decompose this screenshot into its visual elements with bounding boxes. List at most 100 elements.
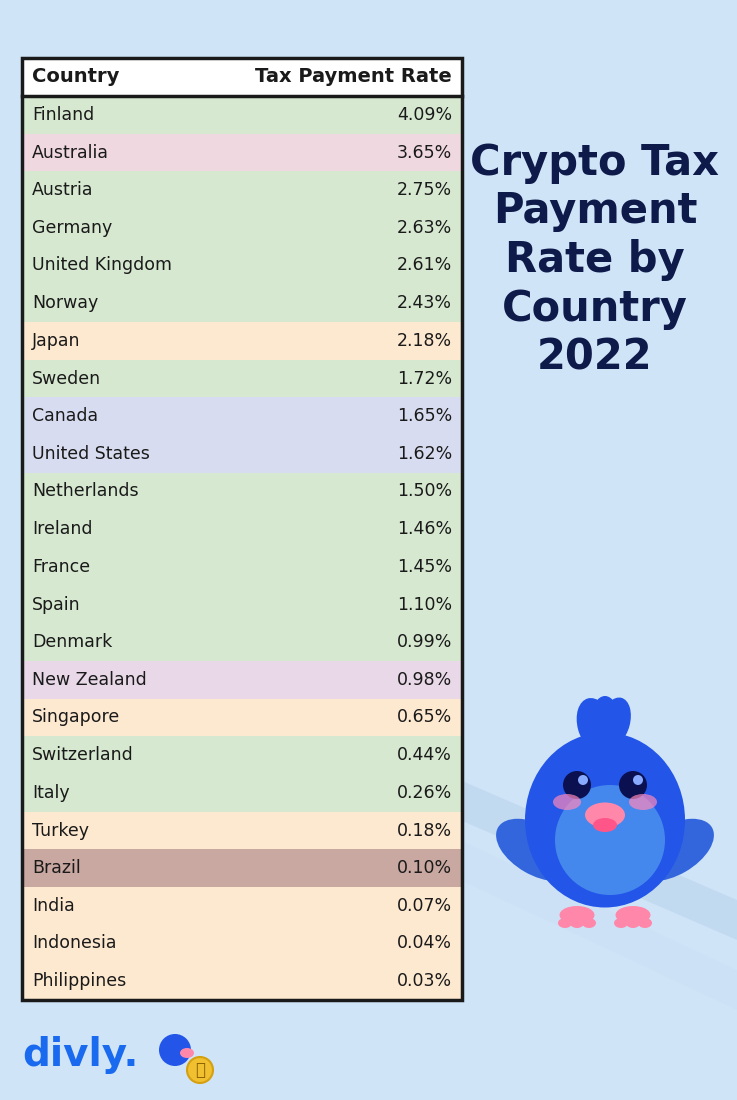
Text: Finland: Finland xyxy=(32,106,94,124)
Text: 1.10%: 1.10% xyxy=(397,595,452,614)
Bar xyxy=(22,58,462,1000)
Bar xyxy=(22,774,462,812)
Text: 1.46%: 1.46% xyxy=(397,520,452,538)
Text: 3.65%: 3.65% xyxy=(397,143,452,162)
Text: 0.44%: 0.44% xyxy=(397,746,452,764)
Bar xyxy=(22,812,462,849)
Text: divly.: divly. xyxy=(22,1036,139,1074)
Bar xyxy=(22,246,462,284)
Ellipse shape xyxy=(629,794,657,810)
Text: Singapore: Singapore xyxy=(32,708,120,726)
Circle shape xyxy=(633,776,643,785)
Text: Sweden: Sweden xyxy=(32,370,101,387)
Text: Australia: Australia xyxy=(32,143,109,162)
Text: 2.43%: 2.43% xyxy=(397,294,452,312)
Circle shape xyxy=(159,1034,191,1066)
Text: Austria: Austria xyxy=(32,182,94,199)
Text: Japan: Japan xyxy=(32,332,80,350)
Ellipse shape xyxy=(553,794,581,810)
Bar xyxy=(22,661,462,698)
Text: Germany: Germany xyxy=(32,219,112,236)
Text: Switzerland: Switzerland xyxy=(32,746,133,764)
Ellipse shape xyxy=(555,785,665,895)
Bar xyxy=(22,360,462,397)
Text: 0.03%: 0.03% xyxy=(397,972,452,990)
Bar xyxy=(22,698,462,736)
Text: United Kingdom: United Kingdom xyxy=(32,256,172,275)
Bar xyxy=(22,962,462,1000)
Text: Brazil: Brazil xyxy=(32,859,81,877)
Text: 1.62%: 1.62% xyxy=(397,444,452,463)
Bar xyxy=(22,510,462,548)
Text: Netherlands: Netherlands xyxy=(32,483,139,500)
Text: New Zealand: New Zealand xyxy=(32,671,147,689)
Text: 2.61%: 2.61% xyxy=(397,256,452,275)
Text: 1.45%: 1.45% xyxy=(397,558,452,575)
Bar xyxy=(22,585,462,624)
Text: Spain: Spain xyxy=(32,595,80,614)
Text: Norway: Norway xyxy=(32,294,98,312)
Text: Ireland: Ireland xyxy=(32,520,93,538)
Text: Italy: Italy xyxy=(32,784,69,802)
Circle shape xyxy=(187,1057,213,1084)
Text: 0.98%: 0.98% xyxy=(397,671,452,689)
Text: Tax Payment Rate: Tax Payment Rate xyxy=(255,67,452,87)
Bar xyxy=(22,209,462,246)
Bar xyxy=(22,624,462,661)
Ellipse shape xyxy=(525,733,685,908)
Text: Indonesia: Indonesia xyxy=(32,935,116,953)
Bar xyxy=(22,397,462,434)
Text: 2.18%: 2.18% xyxy=(397,332,452,350)
Bar xyxy=(22,58,462,96)
Text: United States: United States xyxy=(32,444,150,463)
Ellipse shape xyxy=(585,803,625,827)
Text: 0.99%: 0.99% xyxy=(397,634,452,651)
Text: ₿: ₿ xyxy=(195,1062,205,1079)
Polygon shape xyxy=(460,780,737,940)
Text: 0.18%: 0.18% xyxy=(397,822,452,839)
Text: 4.09%: 4.09% xyxy=(397,106,452,124)
Text: Country: Country xyxy=(32,67,119,87)
Ellipse shape xyxy=(632,818,714,881)
Bar xyxy=(22,322,462,360)
Ellipse shape xyxy=(599,697,631,747)
Bar xyxy=(22,172,462,209)
Ellipse shape xyxy=(582,918,596,928)
Bar xyxy=(22,96,462,134)
Text: 0.65%: 0.65% xyxy=(397,708,452,726)
Text: 0.04%: 0.04% xyxy=(397,935,452,953)
Circle shape xyxy=(619,771,647,799)
Text: 1.72%: 1.72% xyxy=(397,370,452,387)
Ellipse shape xyxy=(558,918,572,928)
Bar xyxy=(22,548,462,585)
Bar xyxy=(22,134,462,172)
Circle shape xyxy=(563,771,591,799)
Text: France: France xyxy=(32,558,90,575)
Bar xyxy=(22,284,462,322)
Text: India: India xyxy=(32,896,74,915)
Bar xyxy=(22,925,462,962)
Text: Canada: Canada xyxy=(32,407,98,426)
Text: Philippines: Philippines xyxy=(32,972,126,990)
Circle shape xyxy=(578,776,588,785)
Text: 0.26%: 0.26% xyxy=(397,784,452,802)
Ellipse shape xyxy=(614,918,628,928)
Ellipse shape xyxy=(496,818,578,881)
Ellipse shape xyxy=(615,906,651,924)
Bar xyxy=(22,434,462,473)
Ellipse shape xyxy=(626,918,640,928)
Text: 1.65%: 1.65% xyxy=(397,407,452,426)
Bar xyxy=(22,473,462,510)
Text: 0.07%: 0.07% xyxy=(397,896,452,915)
Ellipse shape xyxy=(593,818,617,832)
Ellipse shape xyxy=(570,918,584,928)
Bar xyxy=(22,849,462,887)
Text: 2.75%: 2.75% xyxy=(397,182,452,199)
Ellipse shape xyxy=(559,906,595,924)
Ellipse shape xyxy=(591,696,619,744)
Bar xyxy=(22,887,462,925)
Bar xyxy=(22,736,462,774)
Text: Turkey: Turkey xyxy=(32,822,89,839)
Text: Crypto Tax
Payment
Rate by
Country
2022: Crypto Tax Payment Rate by Country 2022 xyxy=(470,142,719,378)
Text: Denmark: Denmark xyxy=(32,634,112,651)
